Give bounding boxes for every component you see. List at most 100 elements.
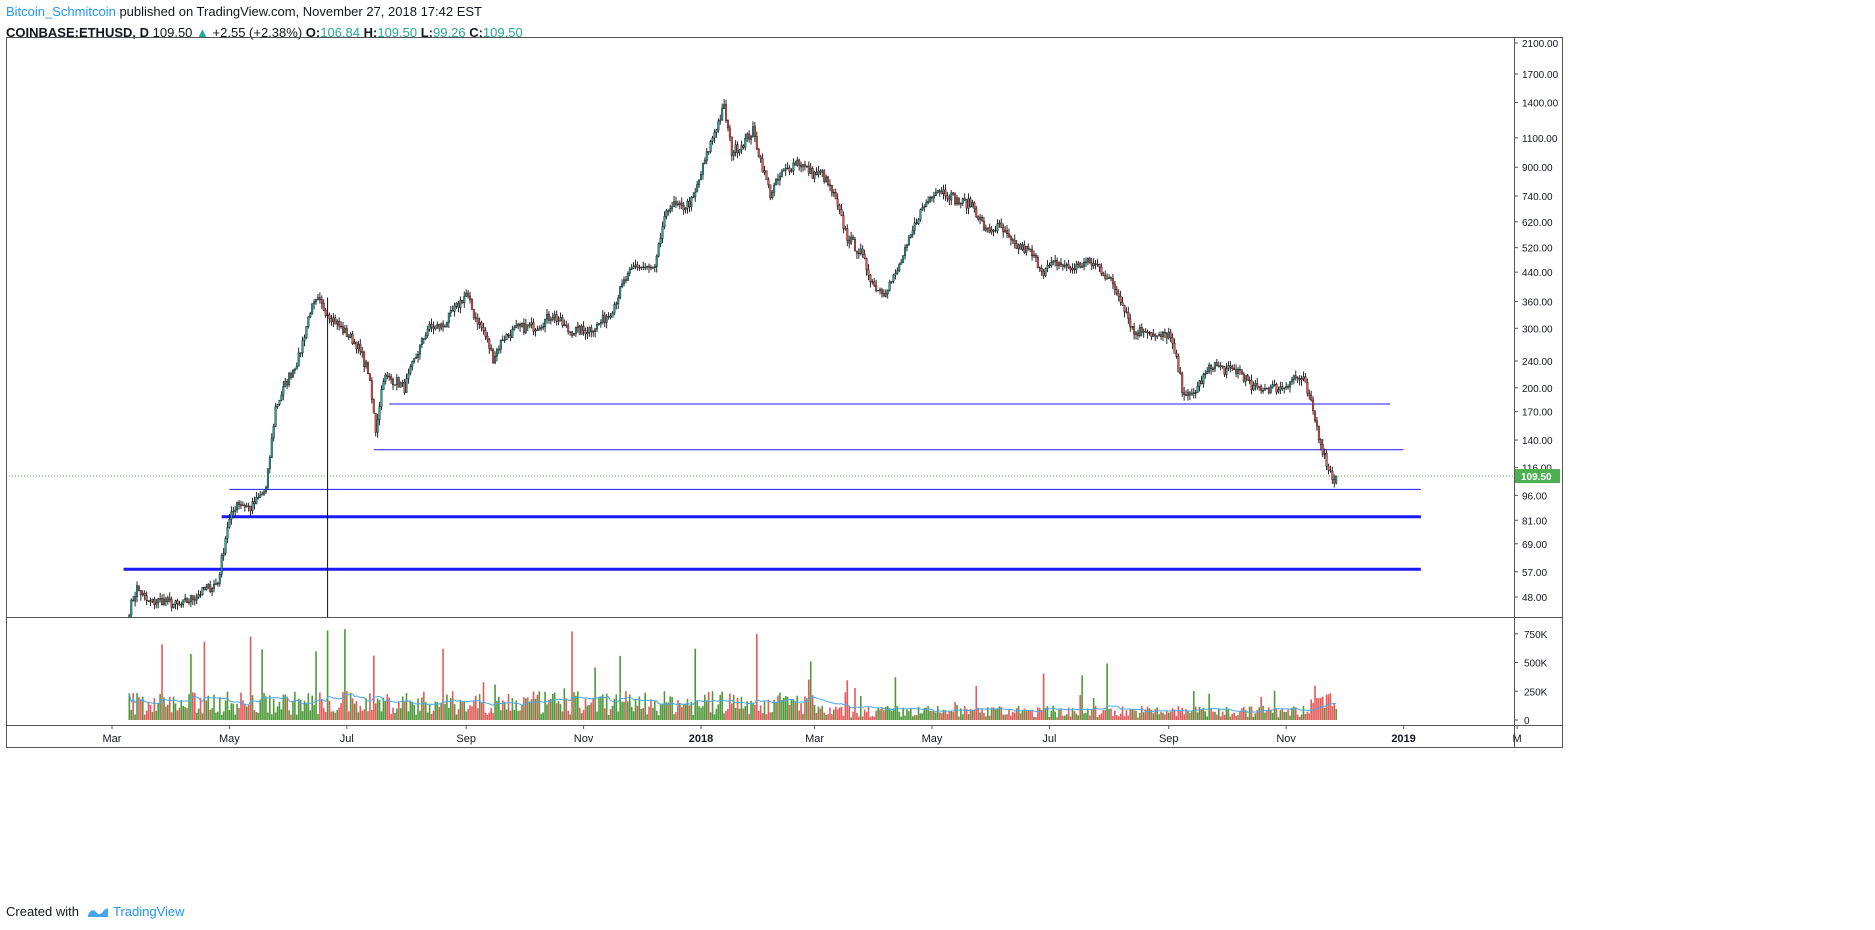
volume-bar: [852, 711, 854, 720]
volume-bar: [340, 703, 342, 720]
volume-bar: [1110, 708, 1112, 720]
candle-body: [415, 356, 418, 359]
candle-body: [696, 184, 699, 193]
candle-body: [701, 163, 704, 175]
volume-bar: [1112, 716, 1114, 720]
candle-body: [393, 384, 396, 386]
volume-bar: [251, 695, 254, 720]
candle-body: [413, 358, 416, 362]
volume-bar: [346, 691, 348, 720]
candle-body: [1092, 263, 1095, 267]
volume-bar: [145, 710, 148, 720]
low-value: 99.26: [433, 25, 466, 40]
candle-body: [788, 167, 791, 172]
volume-bar: [244, 703, 246, 720]
candle-body: [143, 592, 146, 596]
volume-bar: [141, 696, 144, 720]
candle-body: [191, 595, 194, 600]
candle-body: [1329, 469, 1332, 472]
volume-bar: [744, 706, 747, 720]
volume-bar: [919, 713, 922, 720]
symbol-label[interactable]: COINBASE:ETHUSD, D: [6, 25, 150, 40]
candle-body: [534, 329, 537, 332]
candle-body: [1263, 388, 1266, 391]
volume-bar: [1154, 709, 1157, 720]
volume-bar: [605, 693, 608, 720]
candle-body: [1000, 222, 1003, 228]
volume-bar: [307, 693, 310, 720]
candle-body: [959, 203, 962, 205]
author-link[interactable]: Bitcoin_Schmitcoin: [6, 4, 116, 19]
volume-bar: [1044, 707, 1047, 720]
candle-body: [453, 305, 456, 312]
volume-bar: [673, 714, 675, 720]
candle-body: [1042, 270, 1045, 276]
candle-body: [628, 269, 631, 274]
volume-bar: [1262, 705, 1264, 720]
volume-bar: [750, 700, 752, 720]
price-tick-label: 48.00: [1522, 593, 1547, 604]
volume-bar: [294, 691, 296, 720]
volume-bar: [983, 713, 985, 720]
candle-body: [673, 201, 676, 207]
volume-bar: [317, 714, 319, 720]
volume-bar: [1231, 713, 1234, 720]
volume-bar: [1035, 717, 1037, 720]
volume-bar: [286, 696, 288, 720]
candle-body: [515, 325, 518, 328]
candle-body: [1061, 264, 1064, 267]
volume-bar: [850, 717, 852, 720]
candle-body: [417, 354, 420, 358]
candle-body: [655, 255, 658, 267]
volume-bar: [218, 697, 221, 720]
volume-bar: [203, 641, 206, 720]
volume-bar: [923, 707, 926, 720]
candle-body: [909, 234, 912, 238]
volume-bar: [856, 713, 858, 720]
price-tick-label: 740.00: [1522, 192, 1553, 203]
candle-body: [405, 378, 408, 393]
volume-bar: [338, 707, 340, 720]
candle-body: [1032, 254, 1035, 257]
candle-body: [582, 326, 585, 331]
candle-body: [1083, 261, 1086, 267]
candle-body: [603, 314, 606, 323]
volume-bar: [1094, 705, 1097, 720]
candle-body: [461, 300, 464, 304]
candle-body: [530, 322, 533, 325]
candle-body: [1244, 375, 1247, 382]
tradingview-link[interactable]: TradingView: [87, 904, 185, 919]
volume-bar: [321, 698, 323, 720]
volume-bar: [448, 707, 450, 720]
candle-body: [1113, 283, 1116, 291]
price-tick-label: 140.00: [1522, 436, 1553, 447]
candle-body: [1275, 384, 1278, 393]
volume-bar: [209, 709, 211, 720]
volume-bar: [625, 691, 627, 720]
volume-bar: [884, 706, 887, 720]
volume-bar: [1152, 713, 1155, 720]
price-tick-label: 1400.00: [1522, 98, 1559, 109]
candle-body: [409, 366, 412, 374]
candle-body: [195, 597, 198, 601]
candle-body: [363, 352, 366, 367]
volume-bar: [1210, 708, 1212, 720]
candle-body: [805, 165, 808, 167]
candle-body: [1027, 246, 1030, 250]
candle-body: [1050, 262, 1053, 266]
candle-body: [238, 502, 241, 505]
volume-bar: [471, 706, 473, 720]
candle-body: [1165, 332, 1168, 339]
volume-bar: [904, 715, 906, 720]
candle-body: [1138, 327, 1141, 336]
volume-bar: [357, 712, 360, 720]
candle-body: [584, 330, 587, 335]
candle-body: [386, 374, 389, 377]
candle-body: [1163, 331, 1166, 334]
candle-body: [561, 317, 564, 326]
candle-body: [680, 202, 683, 206]
volume-bar: [548, 699, 550, 720]
candle-body: [825, 176, 828, 182]
candle-body: [484, 329, 487, 337]
